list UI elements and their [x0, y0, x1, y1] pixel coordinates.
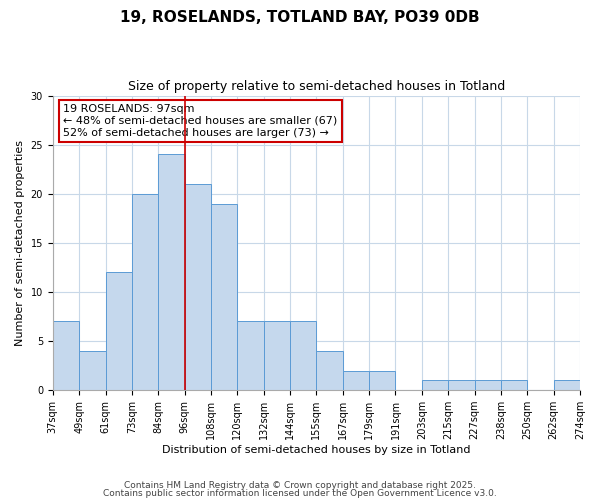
Bar — [106, 272, 132, 390]
Bar — [501, 380, 527, 390]
Text: Contains HM Land Registry data © Crown copyright and database right 2025.: Contains HM Land Registry data © Crown c… — [124, 481, 476, 490]
Text: Contains public sector information licensed under the Open Government Licence v3: Contains public sector information licen… — [103, 488, 497, 498]
Bar — [448, 380, 475, 390]
Bar — [79, 351, 106, 390]
Bar — [53, 322, 79, 390]
Bar — [211, 204, 238, 390]
Bar — [554, 380, 580, 390]
Bar — [422, 380, 448, 390]
X-axis label: Distribution of semi-detached houses by size in Totland: Distribution of semi-detached houses by … — [162, 445, 470, 455]
Bar — [316, 351, 343, 390]
Bar — [158, 154, 185, 390]
Text: 19, ROSELANDS, TOTLAND BAY, PO39 0DB: 19, ROSELANDS, TOTLAND BAY, PO39 0DB — [120, 10, 480, 25]
Bar — [238, 322, 263, 390]
Bar — [290, 322, 316, 390]
Bar — [263, 322, 290, 390]
Text: 19 ROSELANDS: 97sqm
← 48% of semi-detached houses are smaller (67)
52% of semi-d: 19 ROSELANDS: 97sqm ← 48% of semi-detach… — [64, 104, 338, 138]
Y-axis label: Number of semi-detached properties: Number of semi-detached properties — [15, 140, 25, 346]
Bar — [132, 194, 158, 390]
Bar — [343, 370, 369, 390]
Bar — [475, 380, 501, 390]
Bar — [369, 370, 395, 390]
Title: Size of property relative to semi-detached houses in Totland: Size of property relative to semi-detach… — [128, 80, 505, 93]
Bar — [185, 184, 211, 390]
